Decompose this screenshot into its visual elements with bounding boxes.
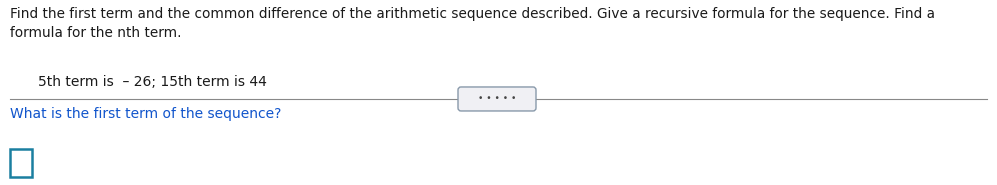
FancyBboxPatch shape bbox=[458, 87, 536, 111]
FancyBboxPatch shape bbox=[10, 149, 32, 177]
Text: 5th term is  – 26; 15th term is 44: 5th term is – 26; 15th term is 44 bbox=[38, 75, 267, 89]
Text: Find the first term and the common difference of the arithmetic sequence describ: Find the first term and the common diffe… bbox=[10, 7, 935, 40]
Text: What is the first term of the sequence?: What is the first term of the sequence? bbox=[10, 107, 281, 121]
Text: • • • • •: • • • • • bbox=[478, 95, 516, 103]
